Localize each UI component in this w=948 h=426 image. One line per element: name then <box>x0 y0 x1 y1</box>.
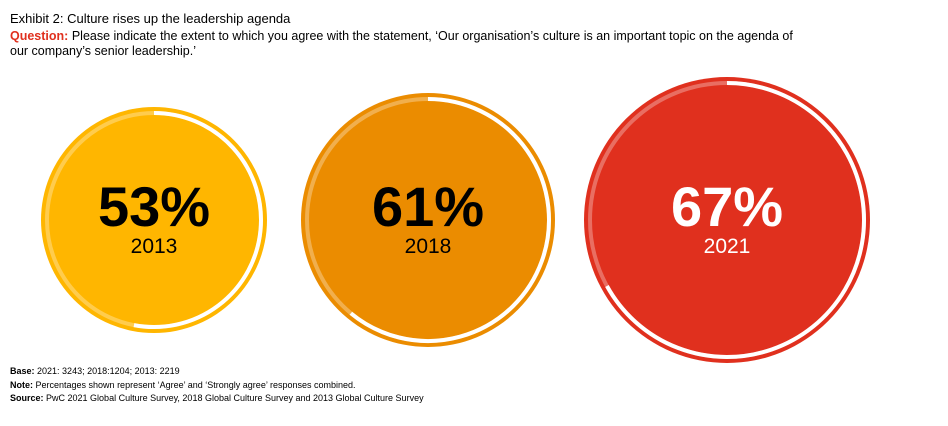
value-label-2021: 67% <box>671 175 783 238</box>
note-label: Note: <box>10 379 33 390</box>
year-label-2018: 2018 <box>405 235 452 258</box>
source-line: Source: PwC 2021 Global Culture Survey, … <box>10 392 424 406</box>
progress-arc-2018 <box>349 97 551 343</box>
question-label: Question: <box>10 29 69 43</box>
circle-group-2021: 67%2021 <box>584 77 870 363</box>
value-label-2013: 53% <box>98 175 210 238</box>
progress-arc-2021 <box>605 81 866 359</box>
chart-title: Exhibit 2: Culture rises up the leadersh… <box>10 11 291 26</box>
note-line: Note: Percentages shown represent ‘Agree… <box>10 379 424 393</box>
source-text: PwC 2021 Global Culture Survey, 2018 Glo… <box>46 393 424 403</box>
circle-group-2018: 61%2018 <box>301 93 555 347</box>
base-line: Base: 2021: 3243; 2018:1204; 2013: 2219 <box>10 365 424 379</box>
circle-group-2013: 53%2013 <box>41 107 267 333</box>
progress-arc-2013 <box>133 111 263 329</box>
year-label-2021: 2021 <box>704 235 751 258</box>
circle-fill-2021 <box>584 77 870 363</box>
footer-notes: Base: 2021: 3243; 2018:1204; 2013: 2219 … <box>10 365 424 406</box>
note-text: Percentages shown represent ‘Agree’ and … <box>35 379 356 390</box>
question-text: Question: Please indicate the extent to … <box>10 29 800 59</box>
year-label-2013: 2013 <box>131 235 178 258</box>
value-label-2018: 61% <box>372 175 484 238</box>
circle-fill-2018 <box>301 93 555 347</box>
base-text: 2021: 3243; 2018:1204; 2013: 2219 <box>37 366 180 376</box>
source-label: Source: <box>10 393 44 403</box>
circle-fill-2013 <box>41 107 267 333</box>
question-body: Please indicate the extent to which you … <box>10 29 793 58</box>
base-label: Base: <box>10 366 35 376</box>
